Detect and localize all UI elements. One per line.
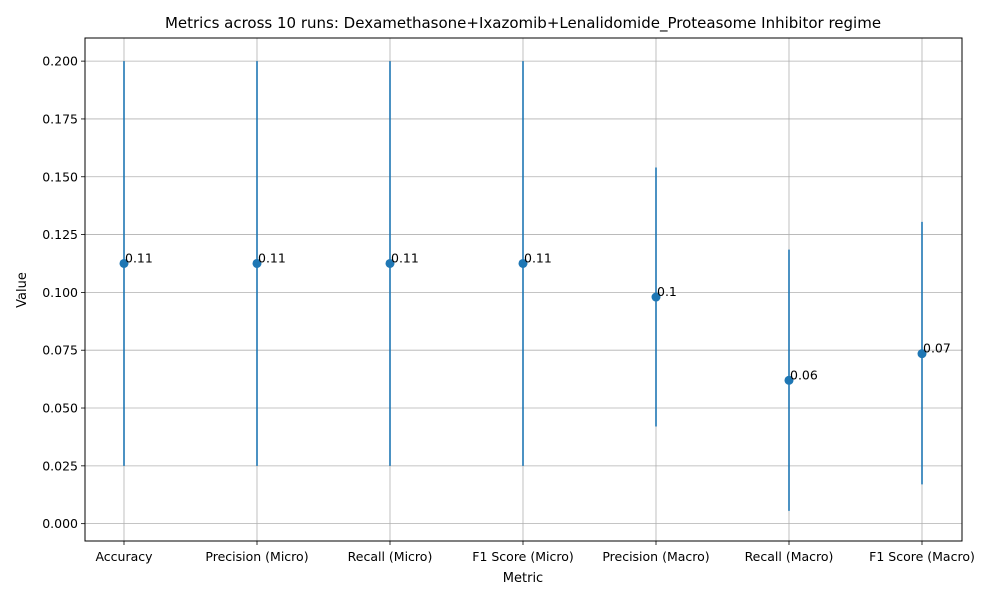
y-tick-label: 0.100 xyxy=(42,285,78,300)
point-value-label: 0.06 xyxy=(790,367,818,382)
point-value-label: 0.11 xyxy=(258,250,286,265)
data-point xyxy=(385,258,395,268)
data-point xyxy=(518,258,528,268)
x-axis: Accuracy Precision (Micro) Recall (Micro) F… xyxy=(95,541,975,564)
x-tick-label: Recall (Macro) xyxy=(745,549,834,564)
point-value-label: 0.1 xyxy=(657,284,677,299)
y-tick-label: 0.175 xyxy=(42,111,78,126)
data-point xyxy=(917,349,927,359)
x-tick-label: Recall (Micro) xyxy=(348,549,433,564)
y-tick-label: 0.150 xyxy=(42,169,78,184)
x-tick-label: Precision (Micro) xyxy=(205,549,308,564)
point-value-label: 0.11 xyxy=(391,250,419,265)
point-value-label: 0.11 xyxy=(125,250,153,265)
plot-frame xyxy=(84,37,963,542)
y-tick-label: 0.200 xyxy=(42,54,78,69)
point-value-label: 0.11 xyxy=(524,250,552,265)
points-layer xyxy=(119,258,927,385)
data-point xyxy=(252,258,262,268)
y-tick-label: 0.050 xyxy=(42,401,78,416)
data-point xyxy=(651,292,661,302)
x-axis-label: Metric xyxy=(503,571,543,586)
data-point xyxy=(784,375,794,385)
chart-title: Metrics across 10 runs: Dexamethasone+Ix… xyxy=(165,14,881,33)
x-tick-label: Precision (Macro) xyxy=(602,549,709,564)
y-tick-label: 0.025 xyxy=(42,458,78,473)
x-tick-label: Accuracy xyxy=(95,549,153,564)
x-tick-label: F1 Score (Macro) xyxy=(869,549,975,564)
y-tick-label: 0.000 xyxy=(42,516,78,531)
y-axis-label: Value xyxy=(15,272,30,308)
point-labels-layer: 0.11 0.11 0.11 0.11 0.1 0.06 0.07 xyxy=(125,250,951,382)
y-tick-label: 0.125 xyxy=(42,227,78,242)
x-tick-label: F1 Score (Micro) xyxy=(472,549,574,564)
data-point xyxy=(119,258,129,268)
y-tick-label: 0.075 xyxy=(42,343,78,358)
point-value-label: 0.07 xyxy=(923,341,951,356)
y-axis: 0.000 0.025 0.050 0.075 0.100 0.125 0.150 0.175… xyxy=(42,54,85,531)
